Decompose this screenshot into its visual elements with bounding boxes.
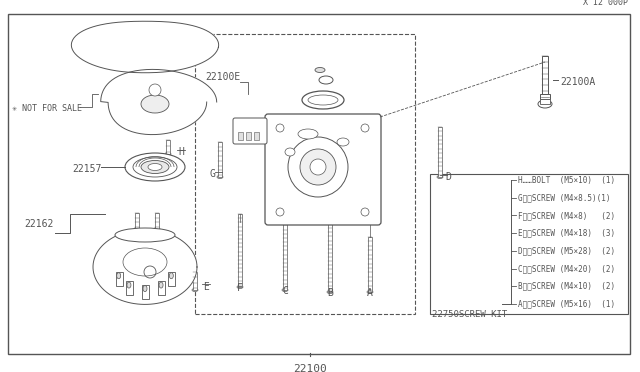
Ellipse shape xyxy=(159,282,163,288)
Text: F: F xyxy=(237,283,243,293)
Bar xyxy=(368,237,372,292)
Circle shape xyxy=(276,124,284,132)
Ellipse shape xyxy=(143,286,147,292)
Ellipse shape xyxy=(116,273,121,279)
Ellipse shape xyxy=(170,273,173,279)
Bar xyxy=(540,94,550,99)
Bar xyxy=(540,99,550,104)
Bar xyxy=(430,174,628,314)
Bar xyxy=(246,132,251,140)
Bar xyxy=(168,272,175,286)
Ellipse shape xyxy=(327,291,333,294)
Bar xyxy=(238,214,242,287)
Text: 22100E: 22100E xyxy=(205,72,240,82)
Text: 22750SCREW KIT: 22750SCREW KIT xyxy=(432,310,508,319)
Text: E‥‥SCREW (M4×18)  (3): E‥‥SCREW (M4×18) (3) xyxy=(518,229,615,238)
Bar xyxy=(158,281,165,295)
Bar xyxy=(135,213,139,229)
Ellipse shape xyxy=(319,76,333,84)
Ellipse shape xyxy=(127,282,131,288)
Ellipse shape xyxy=(367,291,373,294)
Bar xyxy=(195,34,415,314)
FancyBboxPatch shape xyxy=(265,114,381,225)
Ellipse shape xyxy=(165,153,171,155)
Text: 22100A: 22100A xyxy=(560,77,595,87)
Text: 22100: 22100 xyxy=(293,364,327,372)
Ellipse shape xyxy=(437,176,443,179)
Text: G: G xyxy=(210,169,216,179)
Ellipse shape xyxy=(115,228,175,242)
Text: D: D xyxy=(445,172,451,182)
Text: ✳ NOT FOR SALE: ✳ NOT FOR SALE xyxy=(12,103,82,112)
Bar xyxy=(238,132,243,140)
Bar xyxy=(155,213,159,229)
Circle shape xyxy=(361,208,369,216)
Bar xyxy=(438,127,442,177)
Text: A‥‥SCREW (M5×16)  (1): A‥‥SCREW (M5×16) (1) xyxy=(518,299,615,308)
Bar xyxy=(142,285,149,299)
Bar xyxy=(328,224,332,292)
Ellipse shape xyxy=(285,148,295,156)
Ellipse shape xyxy=(315,67,325,73)
Circle shape xyxy=(144,266,156,278)
Bar xyxy=(166,140,170,154)
Ellipse shape xyxy=(148,164,162,170)
Polygon shape xyxy=(93,230,197,304)
Ellipse shape xyxy=(125,153,185,181)
Circle shape xyxy=(361,124,369,132)
Ellipse shape xyxy=(133,157,177,177)
Text: D‥‥SCREW (M5×28)  (2): D‥‥SCREW (M5×28) (2) xyxy=(518,246,615,255)
Text: B‥‥SCREW (M4×10)  (2): B‥‥SCREW (M4×10) (2) xyxy=(518,282,615,291)
Bar xyxy=(283,217,287,290)
Text: 22157: 22157 xyxy=(72,164,101,174)
Bar xyxy=(218,142,222,177)
Polygon shape xyxy=(72,21,219,73)
FancyBboxPatch shape xyxy=(233,118,267,144)
Bar xyxy=(542,56,548,94)
Bar xyxy=(116,272,123,286)
Text: G‥‥SCREW (M4×8.5)(1): G‥‥SCREW (M4×8.5)(1) xyxy=(518,193,611,202)
Text: H: H xyxy=(178,147,184,157)
Bar xyxy=(193,272,197,290)
Ellipse shape xyxy=(282,289,288,292)
Text: F‥‥SCREW (M4×8)   (2): F‥‥SCREW (M4×8) (2) xyxy=(518,211,615,220)
Text: X I2 000P: X I2 000P xyxy=(583,0,628,7)
Ellipse shape xyxy=(141,95,169,113)
Circle shape xyxy=(300,149,336,185)
Bar xyxy=(254,132,259,140)
Circle shape xyxy=(149,84,161,96)
Ellipse shape xyxy=(302,91,344,109)
Text: E: E xyxy=(203,282,209,292)
Ellipse shape xyxy=(538,100,552,108)
Text: B: B xyxy=(327,288,333,298)
Polygon shape xyxy=(100,70,217,135)
Text: A: A xyxy=(367,288,373,298)
Text: C: C xyxy=(282,286,288,296)
Circle shape xyxy=(288,137,348,197)
Ellipse shape xyxy=(134,228,140,231)
Ellipse shape xyxy=(141,160,169,173)
Ellipse shape xyxy=(298,129,318,139)
Ellipse shape xyxy=(217,176,223,179)
Circle shape xyxy=(276,208,284,216)
Ellipse shape xyxy=(154,228,160,231)
Circle shape xyxy=(310,159,326,175)
Text: H……BOLT  (M5×10)  (1): H……BOLT (M5×10) (1) xyxy=(518,176,615,185)
Bar xyxy=(126,281,133,295)
Text: C‥‥SCREW (M4×20)  (2): C‥‥SCREW (M4×20) (2) xyxy=(518,264,615,273)
Ellipse shape xyxy=(237,285,243,289)
Text: 22162: 22162 xyxy=(24,219,53,229)
Ellipse shape xyxy=(192,289,198,292)
Ellipse shape xyxy=(337,138,349,146)
